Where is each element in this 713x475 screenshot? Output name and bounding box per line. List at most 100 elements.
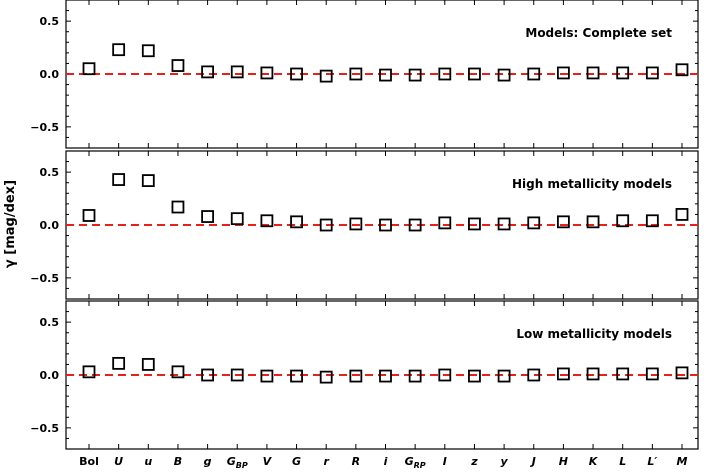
data-point-m <box>675 366 689 380</box>
y-tick-label: −0.5 <box>30 272 59 285</box>
y-tick-label: 0.5 <box>40 166 60 179</box>
data-point-y <box>497 68 511 82</box>
data-point-l <box>616 367 630 381</box>
data-point-h <box>557 367 570 381</box>
y-tick-label: 0.0 <box>40 369 60 382</box>
panel-title: Low metallicity models <box>516 327 672 341</box>
x-tick-label: J <box>530 455 536 468</box>
x-tick-label: z <box>470 455 478 468</box>
data-point-u <box>141 358 155 371</box>
x-tick-label: r <box>323 455 329 468</box>
data-point-k <box>586 215 600 229</box>
data-point-r <box>319 218 333 232</box>
data-point-l <box>616 214 630 228</box>
data-point-u <box>141 174 155 188</box>
panel-3: 0.5 0.0 −0.5 Low metallicity models <box>30 300 699 450</box>
data-point-g <box>290 369 303 383</box>
data-point-r <box>349 67 363 81</box>
x-tick-label: GBP <box>227 455 248 470</box>
data-point-g_rp <box>408 369 422 383</box>
data-point-b <box>171 365 185 379</box>
x-tick-label: V <box>263 455 273 468</box>
x-tick-label: GRP <box>405 455 426 470</box>
data-point-m <box>675 63 689 77</box>
data-point-j <box>527 368 541 382</box>
data-point-k <box>586 367 600 381</box>
panel-1: 0.5 0.0 −0.5 Models: Complete set <box>30 0 699 149</box>
x-tick-label: H <box>559 455 568 468</box>
data-point-z <box>468 217 481 231</box>
data-point-g <box>201 65 215 79</box>
data-point-g_rp <box>408 218 422 232</box>
x-tick-label: L <box>619 455 626 468</box>
x-tick-label: B <box>174 455 182 468</box>
data-point-g <box>201 368 215 382</box>
y-tick-label: −0.5 <box>30 121 59 134</box>
data-point-i <box>438 216 452 230</box>
panels: 0.5 0.0 −0.5 Models: Complete set 0.5 0.0 −0.5… <box>30 0 699 450</box>
x-tick-label: Bol <box>79 455 99 468</box>
x-tick-label: K <box>589 455 599 468</box>
data-point-bol <box>82 62 96 76</box>
x-tick-label: R <box>352 455 360 468</box>
data-point-v <box>260 369 274 383</box>
data-point-h <box>557 215 570 229</box>
data-point-r <box>319 370 333 384</box>
data-point-r <box>319 69 333 83</box>
data-point-b <box>171 59 185 72</box>
data-point-m <box>675 208 689 221</box>
data-point-bol <box>82 365 96 379</box>
data-point-k <box>586 66 600 80</box>
data-point-l <box>616 66 630 80</box>
x-tick-label: U <box>114 455 123 468</box>
data-point-g <box>290 215 303 229</box>
y-tick-label: 0.0 <box>40 219 60 232</box>
data-point-r <box>349 217 363 231</box>
x-tick-label: y <box>501 455 509 468</box>
data-point-j <box>527 67 541 81</box>
data-point-g_rp <box>408 68 422 82</box>
data-point-i <box>379 218 392 232</box>
panel-2: 0.5 0.0 −0.5 High metallicity models <box>30 150 699 300</box>
y-tick-label: 0.5 <box>40 15 60 28</box>
data-point-r <box>349 369 363 383</box>
data-point-i <box>379 369 392 383</box>
data-point-g_bp <box>230 368 244 382</box>
x-tick-label: L′ <box>647 455 657 468</box>
data-point-l_ <box>645 214 659 228</box>
data-point-g <box>201 210 215 223</box>
data-point-z <box>468 369 481 383</box>
data-point-l_ <box>645 367 659 381</box>
data-point-u <box>141 44 155 58</box>
y-tick-label: −0.5 <box>30 422 59 435</box>
data-point-i <box>438 67 452 81</box>
data-point-g_bp <box>230 212 244 226</box>
x-tick-label: M <box>677 455 688 468</box>
data-point-l_ <box>645 66 659 80</box>
data-point-u <box>112 356 126 370</box>
data-point-bol <box>82 209 96 222</box>
data-point-u <box>112 173 126 186</box>
data-point-z <box>468 67 481 81</box>
y-tick-label: 0.0 <box>40 68 60 81</box>
data-point-h <box>557 66 570 80</box>
data-point-i <box>379 68 392 82</box>
data-point-y <box>497 369 511 383</box>
x-tick-label: i <box>384 455 388 468</box>
x-tick-label: G <box>292 455 301 468</box>
data-point-u <box>112 43 126 57</box>
x-tick-label: I <box>443 455 447 468</box>
y-tick-label: 0.5 <box>40 316 60 329</box>
data-point-i <box>438 368 452 382</box>
data-point-b <box>171 200 185 214</box>
data-point-g <box>290 67 303 81</box>
data-point-v <box>260 214 274 228</box>
y-axis-label: γ [mag/dex] <box>3 180 18 268</box>
data-point-v <box>260 66 274 80</box>
data-point-j <box>527 216 541 230</box>
data-point-y <box>497 217 511 231</box>
panel-title: High metallicity models <box>512 177 672 191</box>
panel-title: Models: Complete set <box>525 26 672 40</box>
